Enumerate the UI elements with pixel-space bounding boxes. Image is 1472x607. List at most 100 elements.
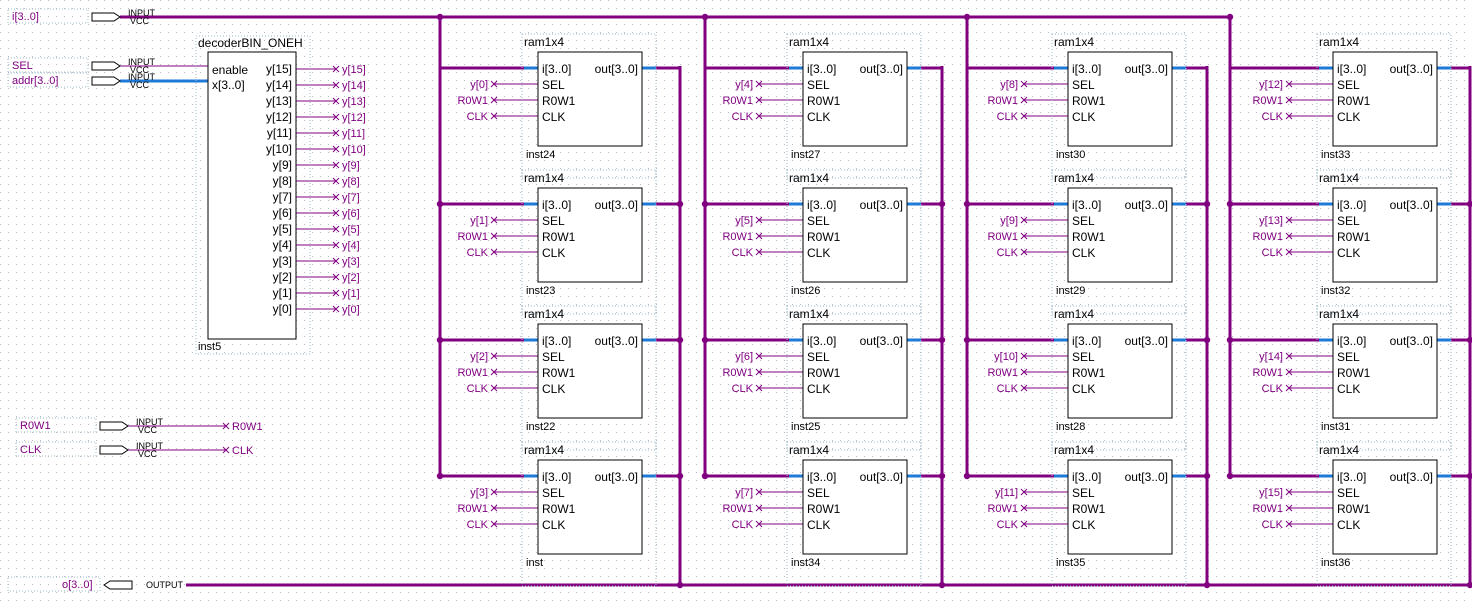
junction-in-2	[436, 336, 444, 344]
ram-clk_net-label-5: CLK	[732, 247, 754, 259]
decoder-port-5: y[10]	[266, 142, 292, 156]
clk-net-mark	[222, 446, 230, 454]
ram-sel_net-label-7: y[7]	[735, 487, 753, 499]
ram-sel_net-label-6: y[6]	[735, 351, 753, 363]
ram-port-out-2: out[3..0]	[595, 334, 638, 348]
ram-body-1	[537, 187, 643, 283]
ram-sel_net-mark-4-b	[755, 80, 763, 88]
ram-port-r0w1-9: R0W1	[1072, 230, 1106, 244]
ram-clk_net-label-6: CLK	[732, 383, 754, 395]
ram-clk_net-mark-11-b	[1020, 520, 1028, 528]
pin-clk-label: CLK	[20, 444, 42, 456]
ram-body-0	[537, 51, 643, 147]
decoder-net-label-15: y[0]	[342, 304, 360, 316]
decoder-port-3: y[12]	[266, 110, 292, 124]
ram-sel_net-mark-0-b	[490, 80, 498, 88]
ram-instance-2: inst22	[526, 421, 555, 433]
ram-r0w1_net-mark-13-b	[1285, 232, 1293, 240]
ram-port-clk-8: CLK	[1072, 110, 1095, 124]
ram-port-out-15: out[3..0]	[1390, 470, 1433, 484]
ram-r0w1_net-label-15: R0W1	[1252, 503, 1283, 515]
ram-instance-7: inst34	[791, 557, 820, 569]
ram-r0w1_net-mark-11	[1020, 504, 1028, 512]
decoder-out-mark-9-b	[332, 209, 340, 217]
pin-i-bus-symbol	[91, 12, 121, 22]
ram-r0w1_net-label-4: R0W1	[722, 95, 753, 107]
junction-in-13	[1226, 200, 1234, 208]
ram-r0w1_net-mark-9	[1020, 232, 1028, 240]
ram-block-8: ram1x4 i[3..0] SEL R0W1 CLK out[3..0] inst30	[1051, 33, 1187, 179]
ram-port-in-8: i[3..0]	[1072, 62, 1101, 76]
r0w1-net-mark	[222, 422, 230, 430]
ram-port-in-2: i[3..0]	[542, 334, 571, 348]
ram-instance-11: inst35	[1056, 557, 1085, 569]
ram-r0w1_net-label-5: R0W1	[722, 231, 753, 243]
decoder-out-mark-2	[332, 97, 340, 105]
ram-port-r0w1-3: R0W1	[542, 502, 576, 516]
ram-port-in-4: i[3..0]	[807, 62, 836, 76]
ram-port-clk-6: CLK	[807, 382, 830, 396]
ram-r0w1_net-mark-14-b	[1285, 368, 1293, 376]
pin-i-bus-vcc-tag: VCC	[130, 16, 150, 26]
ram-body-3	[537, 459, 643, 555]
ram-r0w1_net-mark-10	[1020, 368, 1028, 376]
ram-r0w1_net-mark-4	[755, 96, 763, 104]
ram-sel_net-mark-5-b	[755, 216, 763, 224]
ram-port-clk-11: CLK	[1072, 518, 1095, 532]
ram-port-sel-13: SEL	[1337, 214, 1360, 228]
ram-clk_net-mark-8-b	[1020, 112, 1028, 120]
decoder-out-mark-0-b	[332, 65, 340, 73]
junction-out-14	[1466, 336, 1472, 344]
ram-port-sel-1: SEL	[542, 214, 565, 228]
junction-out-13	[1466, 200, 1472, 208]
ram-frame-0	[521, 33, 657, 179]
ram-clk_net-mark-3	[490, 520, 498, 528]
ram-clk_net-mark-1-b	[490, 248, 498, 256]
ram-clk_net-mark-3-b	[490, 520, 498, 528]
ram-frame-3	[521, 441, 657, 587]
ram-block-3: ram1x4 i[3..0] SEL R0W1 CLK out[3..0] inst	[521, 441, 657, 587]
ram-sel_net-label-12: y[12]	[1259, 79, 1283, 91]
ram-title-15: ram1x4	[1319, 443, 1359, 457]
junction-out-2	[676, 336, 684, 344]
ram-port-out-5: out[3..0]	[860, 198, 903, 212]
pin-sel-input-tag: INPUT	[128, 57, 156, 67]
junction-in-top-3	[1226, 13, 1234, 21]
decoder-out-mark-13	[332, 273, 340, 281]
decoder-out-mark-13-b	[332, 273, 340, 281]
pin-clk-frame	[15, 441, 97, 457]
clk-net-label: CLK	[232, 445, 254, 457]
ram-clk_net-label-8: CLK	[997, 111, 1019, 123]
ram-port-clk-2: CLK	[542, 382, 565, 396]
ram-sel_net-label-4: y[4]	[735, 79, 753, 91]
pin-addr-label: addr[3..0]	[12, 75, 58, 87]
ram-sel_net-mark-9-b	[1020, 216, 1028, 224]
pin-o-symbol	[103, 580, 133, 590]
ram-clk_net-mark-11	[1020, 520, 1028, 528]
ram-r0w1_net-mark-14	[1285, 368, 1293, 376]
ram-r0w1_net-label-10: R0W1	[987, 367, 1018, 379]
ram-title-5: ram1x4	[789, 171, 829, 185]
ram-sel_net-mark-3-b	[490, 488, 498, 496]
ram-port-out-1: out[3..0]	[595, 198, 638, 212]
ram-port-in-3: i[3..0]	[542, 470, 571, 484]
ram-clk_net-mark-2	[490, 384, 498, 392]
ram-clk_net-mark-14-b	[1285, 384, 1293, 392]
ram-clk_net-label-7: CLK	[732, 519, 754, 531]
decoder-out-mark-8-b	[332, 193, 340, 201]
junction-out-15	[1466, 472, 1472, 480]
decoder-x-port: x[3..0]	[212, 78, 245, 92]
junction-out-6	[938, 336, 946, 344]
ram-r0w1_net-mark-8	[1020, 96, 1028, 104]
ram-clk_net-mark-14	[1285, 384, 1293, 392]
ram-instance-14: inst31	[1321, 421, 1350, 433]
ram-clk_net-label-1: CLK	[467, 247, 489, 259]
ram-title-10: ram1x4	[1054, 307, 1094, 321]
decoder-out-mark-11	[332, 241, 340, 249]
ram-r0w1_net-mark-12-b	[1285, 96, 1293, 104]
ram-sel_net-mark-12-b	[1285, 80, 1293, 88]
decoder-out-mark-14-b	[332, 289, 340, 297]
ram-frame-5	[786, 169, 922, 315]
ram-sel_net-mark-8-b	[1020, 80, 1028, 88]
